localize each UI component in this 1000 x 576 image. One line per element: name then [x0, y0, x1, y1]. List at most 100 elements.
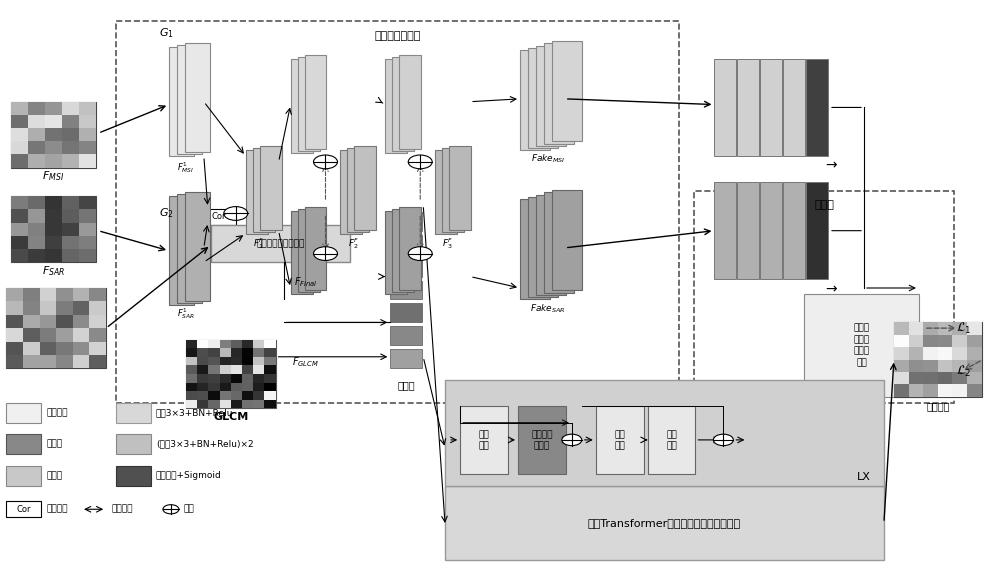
- Text: 配准模块: 配准模块: [46, 505, 68, 514]
- Bar: [967, 335, 982, 347]
- Text: Cor: Cor: [17, 505, 31, 514]
- Bar: [220, 374, 231, 382]
- Bar: [197, 357, 208, 365]
- Bar: [938, 347, 952, 359]
- Bar: [45, 128, 62, 141]
- Bar: [242, 391, 253, 400]
- Bar: [56, 301, 73, 314]
- Bar: [909, 347, 923, 359]
- Text: 原数据
及伪数
据相似
程度: 原数据 及伪数 据相似 程度: [853, 323, 870, 367]
- Bar: [894, 372, 909, 385]
- Text: 鉴别器: 鉴别器: [814, 200, 834, 210]
- Bar: [923, 323, 938, 335]
- Bar: [242, 340, 253, 348]
- Bar: [264, 382, 276, 391]
- Bar: [264, 357, 276, 365]
- Bar: [79, 236, 96, 249]
- Bar: [253, 382, 264, 391]
- FancyBboxPatch shape: [11, 102, 96, 168]
- Bar: [79, 210, 96, 223]
- FancyBboxPatch shape: [445, 380, 884, 486]
- FancyBboxPatch shape: [6, 288, 106, 368]
- Bar: [28, 210, 45, 223]
- Bar: [528, 48, 558, 148]
- Bar: [40, 342, 56, 355]
- Bar: [231, 340, 242, 348]
- FancyBboxPatch shape: [737, 182, 759, 279]
- Bar: [536, 195, 566, 295]
- Bar: [909, 385, 923, 397]
- Circle shape: [408, 155, 432, 169]
- Bar: [89, 301, 106, 314]
- Bar: [909, 372, 923, 385]
- Text: $\mathcal{L}_1$: $\mathcal{L}_1$: [956, 321, 971, 336]
- Bar: [28, 128, 45, 141]
- Bar: [79, 141, 96, 154]
- Bar: [938, 385, 952, 397]
- Text: $F_{GLCM}$: $F_{GLCM}$: [292, 355, 319, 369]
- Text: 相加: 相加: [184, 505, 195, 514]
- Bar: [208, 400, 220, 408]
- FancyBboxPatch shape: [760, 59, 782, 156]
- Bar: [45, 115, 62, 128]
- Bar: [11, 236, 28, 249]
- Bar: [385, 59, 407, 153]
- Bar: [305, 55, 326, 149]
- Circle shape: [713, 434, 733, 446]
- Bar: [231, 400, 242, 408]
- Bar: [45, 154, 62, 168]
- Bar: [253, 348, 264, 357]
- Bar: [6, 288, 23, 301]
- Bar: [169, 196, 194, 305]
- Bar: [220, 348, 231, 357]
- Text: 局部增强
注意力: 局部增强 注意力: [531, 430, 553, 450]
- Bar: [952, 323, 967, 335]
- Bar: [253, 340, 264, 348]
- Bar: [220, 382, 231, 391]
- Bar: [253, 357, 264, 365]
- Bar: [23, 288, 40, 301]
- Bar: [73, 328, 89, 342]
- Text: 全连
接层: 全连 接层: [666, 430, 677, 450]
- Bar: [40, 328, 56, 342]
- Bar: [11, 223, 28, 236]
- Bar: [197, 348, 208, 357]
- Bar: [909, 335, 923, 347]
- Bar: [6, 328, 23, 342]
- Bar: [264, 348, 276, 357]
- Bar: [23, 355, 40, 368]
- Bar: [79, 154, 96, 168]
- Bar: [220, 357, 231, 365]
- Bar: [242, 400, 253, 408]
- Bar: [62, 236, 79, 249]
- Bar: [923, 372, 938, 385]
- FancyBboxPatch shape: [804, 294, 919, 397]
- Bar: [185, 192, 210, 301]
- Text: 最大池化: 最大池化: [46, 408, 68, 417]
- Bar: [442, 149, 464, 232]
- Bar: [23, 342, 40, 355]
- Bar: [298, 209, 320, 291]
- Bar: [11, 141, 28, 154]
- Circle shape: [314, 247, 337, 260]
- Bar: [45, 196, 62, 210]
- Bar: [242, 348, 253, 357]
- Text: $Fake_{SAR}$: $Fake_{SAR}$: [530, 302, 566, 315]
- Bar: [253, 365, 264, 374]
- Bar: [220, 365, 231, 374]
- Text: Cor: Cor: [211, 212, 226, 221]
- Bar: [449, 146, 471, 229]
- Bar: [40, 301, 56, 314]
- Bar: [291, 211, 313, 294]
- Bar: [552, 190, 582, 290]
- Bar: [186, 357, 197, 365]
- Bar: [246, 150, 268, 233]
- FancyBboxPatch shape: [116, 403, 151, 423]
- Bar: [89, 342, 106, 355]
- Bar: [952, 335, 967, 347]
- Text: $F^F_2$: $F^F_2$: [348, 236, 359, 251]
- FancyBboxPatch shape: [783, 59, 805, 156]
- Bar: [79, 128, 96, 141]
- Bar: [73, 288, 89, 301]
- Text: $Fake_{MSI}$: $Fake_{MSI}$: [531, 152, 565, 165]
